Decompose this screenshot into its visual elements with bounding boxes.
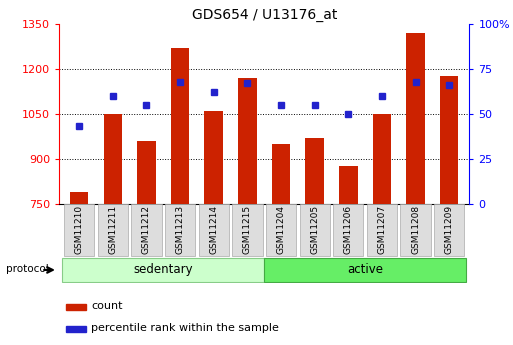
Bar xyxy=(238,78,256,204)
Bar xyxy=(104,115,122,204)
Bar xyxy=(66,304,86,309)
Text: GSM11212: GSM11212 xyxy=(142,205,151,254)
Text: active: active xyxy=(347,264,383,276)
FancyBboxPatch shape xyxy=(232,204,263,256)
Text: GSM11213: GSM11213 xyxy=(175,205,185,254)
FancyBboxPatch shape xyxy=(165,204,195,256)
Text: GSM11208: GSM11208 xyxy=(411,205,420,254)
Text: sedentary: sedentary xyxy=(133,264,193,276)
Bar xyxy=(440,77,459,204)
Text: GSM11205: GSM11205 xyxy=(310,205,319,254)
FancyBboxPatch shape xyxy=(97,204,128,256)
FancyBboxPatch shape xyxy=(401,204,431,256)
Text: GSM11211: GSM11211 xyxy=(108,205,117,254)
Bar xyxy=(171,48,189,204)
FancyBboxPatch shape xyxy=(434,204,464,256)
Text: GSM11214: GSM11214 xyxy=(209,205,218,254)
Text: GSM11215: GSM11215 xyxy=(243,205,252,254)
Bar xyxy=(372,115,391,204)
Title: GDS654 / U13176_at: GDS654 / U13176_at xyxy=(191,8,337,22)
Text: GSM11204: GSM11204 xyxy=(277,205,286,254)
Text: GSM11209: GSM11209 xyxy=(445,205,453,254)
Bar xyxy=(70,191,88,204)
Bar xyxy=(272,144,290,204)
Bar xyxy=(137,141,156,204)
Text: GSM11210: GSM11210 xyxy=(75,205,84,254)
Bar xyxy=(406,33,425,204)
FancyBboxPatch shape xyxy=(199,204,229,256)
FancyBboxPatch shape xyxy=(300,204,330,256)
Text: protocol: protocol xyxy=(6,264,49,274)
Bar xyxy=(205,111,223,204)
FancyBboxPatch shape xyxy=(131,204,162,256)
Bar xyxy=(339,166,358,204)
Bar xyxy=(66,326,86,332)
Text: count: count xyxy=(91,301,123,310)
FancyBboxPatch shape xyxy=(63,258,264,282)
FancyBboxPatch shape xyxy=(333,204,363,256)
Text: percentile rank within the sample: percentile rank within the sample xyxy=(91,323,279,333)
FancyBboxPatch shape xyxy=(64,204,94,256)
Bar xyxy=(305,138,324,204)
FancyBboxPatch shape xyxy=(266,204,296,256)
Text: GSM11207: GSM11207 xyxy=(378,205,386,254)
Text: GSM11206: GSM11206 xyxy=(344,205,353,254)
FancyBboxPatch shape xyxy=(367,204,397,256)
FancyBboxPatch shape xyxy=(264,258,466,282)
